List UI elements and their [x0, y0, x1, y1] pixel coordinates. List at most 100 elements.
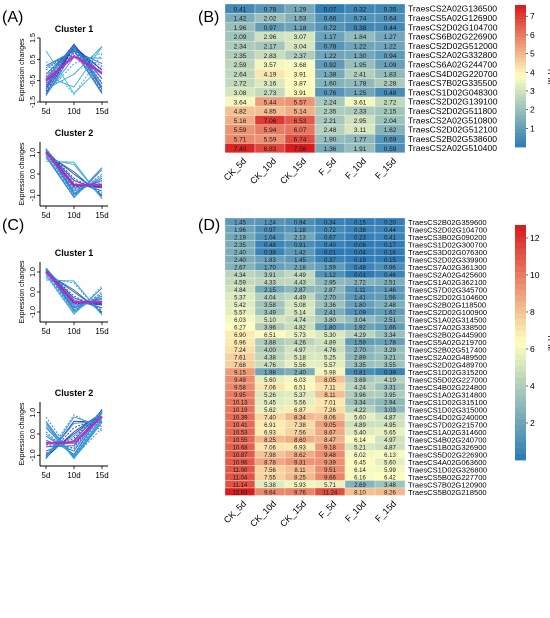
y-tick-label: 0.0	[30, 429, 37, 439]
cell-value: 4.76	[264, 363, 276, 369]
cell-value: 3.88	[264, 340, 276, 346]
cell-value: 1.11	[354, 288, 366, 294]
legend-tick-label: 1	[530, 123, 535, 133]
cell-value: 5.21	[354, 445, 366, 451]
cell-value: 4.82	[294, 325, 306, 331]
legend-gradient-step	[515, 301, 526, 308]
cell-value: 1.09	[384, 62, 397, 69]
cell-value: 5.45	[264, 400, 276, 406]
row-label: TraesCS2D02G511800	[408, 106, 497, 116]
centroid-line	[45, 415, 103, 445]
centroid-line	[45, 54, 103, 82]
series-line-5	[45, 43, 103, 84]
cell-value: 7.55	[264, 475, 276, 481]
legend-gradient-step	[515, 313, 526, 320]
cell-value: 2.21	[324, 118, 337, 125]
legend-gradient-step	[515, 225, 526, 232]
row-label: TraesCS7D02G215700	[408, 420, 487, 429]
legend-gradient-step	[515, 15, 526, 20]
row-label: TraesCS1A02G314600	[408, 428, 487, 437]
cell-value: 9.51	[324, 468, 336, 474]
legend-gradient-step	[515, 371, 526, 379]
cell-value: 4.97	[294, 348, 306, 354]
cell-value: 5.30	[324, 333, 336, 339]
row-label: TraesCS1D02G315000	[408, 405, 487, 414]
cell-value: 7.56	[264, 468, 276, 474]
legend-tick-label: 4	[530, 67, 535, 77]
legend-gradient-step	[515, 342, 526, 349]
cell-value: 0.96	[384, 265, 396, 271]
legend-tick-label: 5	[530, 49, 535, 59]
cell-value: 6.14	[354, 438, 366, 444]
cell-value: 2.35	[234, 243, 246, 249]
cell-value: 7.56	[294, 146, 307, 153]
cell-value: 4.76	[324, 348, 336, 354]
cell-value: 3.34	[384, 333, 396, 339]
cell-value: 3.87	[294, 81, 307, 88]
cell-value: 6.51	[294, 385, 306, 391]
cell-value: 3.69	[354, 378, 366, 384]
y-tick-label: 1.0	[30, 148, 37, 158]
cell-value: 2.09	[234, 34, 247, 41]
cell-value: 5.10	[264, 318, 276, 324]
legend-gradient-step	[515, 118, 526, 123]
cell-value: 9.05	[324, 423, 336, 429]
cell-value: 1.96	[234, 25, 247, 32]
legend-gradient-step	[515, 5, 526, 9]
legend-gradient-step	[515, 418, 526, 426]
series-line-3	[45, 412, 103, 458]
row-label: TraesCS1D02G315100	[408, 398, 487, 407]
row-label: TraesCS1D02G326800	[408, 465, 487, 474]
cell-value: 0.39	[384, 370, 396, 376]
row-label: TraesCS3B02G090200	[408, 233, 487, 242]
cell-value: 10.13	[232, 400, 248, 406]
cell-value: 3.11	[354, 127, 367, 134]
cell-value: 0.78	[324, 43, 337, 50]
row-label: TraesCS2B02G445900	[408, 330, 487, 339]
cell-value: 0.66	[324, 16, 337, 23]
cell-value: 5.60	[384, 460, 396, 466]
legend-gradient-step	[515, 22, 526, 27]
row-label: TraesCS2B02G359600	[408, 218, 487, 227]
cell-value: 3.55	[384, 363, 396, 369]
cell-value: 10.68	[232, 445, 248, 451]
cell-value: 1.42	[294, 250, 306, 256]
cell-value: 1.78	[384, 340, 396, 346]
x-tick-label: 15d	[95, 107, 108, 116]
cell-value: 6.51	[264, 333, 276, 339]
legend-gradient-step	[515, 395, 526, 402]
y-tick-label: 0.5	[30, 54, 37, 64]
row-label: TraesCS4B02G240700	[408, 435, 487, 444]
cell-value: 5.99	[384, 468, 396, 474]
column-label: CK_15d	[278, 156, 308, 186]
cell-value: 7.11	[324, 385, 336, 391]
cell-value: 4.04	[264, 295, 276, 301]
cell-value: 3.64	[234, 99, 247, 106]
legend-gradient-step	[515, 324, 526, 332]
legend-gradient-step	[515, 336, 526, 343]
series-line-20	[45, 275, 103, 315]
x-tick-label: 5d	[42, 107, 51, 116]
y-tick-label: 0.0	[30, 169, 37, 179]
legend-gradient-step	[515, 40, 526, 45]
series-line-19	[45, 412, 103, 457]
cell-value: 7.40	[264, 415, 276, 421]
cell-value: 10.19	[232, 408, 248, 414]
series-line-15	[45, 49, 103, 93]
cell-value: 10.96	[232, 460, 248, 466]
series-line-21	[45, 411, 103, 455]
cell-value: 3.03	[384, 408, 396, 414]
cell-value: 8.78	[264, 460, 276, 466]
cell-value: 4.00	[264, 348, 276, 354]
cell-value: 1.22	[384, 43, 397, 50]
x-tick-label: 5d	[42, 471, 51, 480]
row-label: TraesCS2B02G517400	[408, 345, 487, 354]
cell-value: 5.44	[264, 99, 277, 106]
cell-value: 1.45	[294, 258, 306, 264]
cell-value: 0.38	[354, 25, 367, 32]
y-axis-label: Expression changes	[19, 402, 26, 466]
legend-gradient-step	[515, 79, 526, 84]
legend-title: TPM	[546, 334, 550, 351]
cell-value: 8.62	[294, 453, 306, 459]
cluster-title: Cluster 1	[55, 248, 94, 258]
